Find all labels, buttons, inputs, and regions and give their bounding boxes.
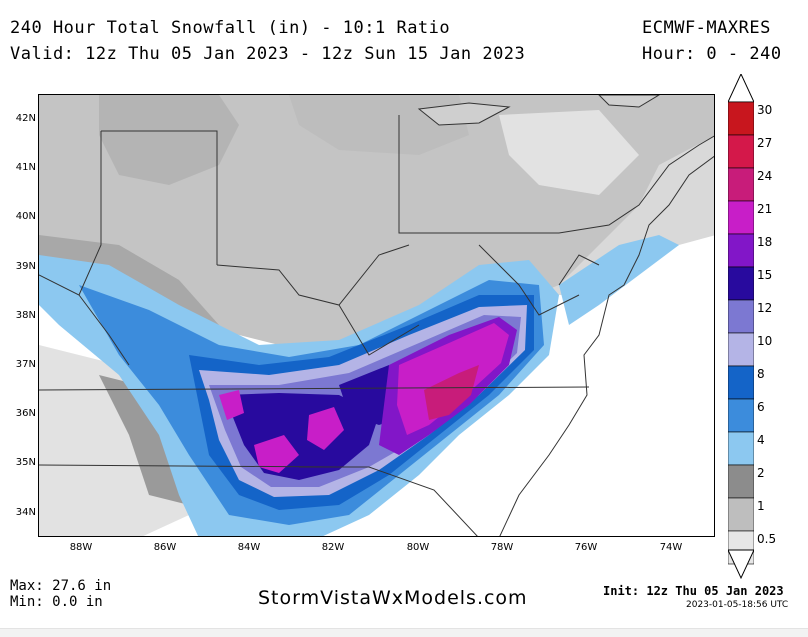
bottom-bar: [0, 628, 808, 637]
colorbar-swatch: [728, 233, 754, 268]
lat-label: 41N: [15, 162, 36, 173]
lat-label: 37N: [15, 359, 36, 370]
lon-label: 74W: [659, 542, 683, 553]
lat-label: 36N: [15, 408, 36, 419]
colorbar-label: 30: [757, 103, 773, 117]
colorbar-swatch: [728, 266, 754, 301]
state-borders: [39, 115, 714, 536]
forecast-hours: Hour: 0 - 240: [642, 44, 782, 64]
colorbar-swatch: [728, 200, 754, 235]
colorbar-top-arrow: [728, 74, 754, 103]
colorbar-label: 1: [757, 499, 765, 513]
init-time: Init: 12z Thu 05 Jan 2023: [603, 584, 784, 598]
lat-label: 39N: [15, 261, 36, 272]
title-line-2: Valid: 12z Thu 05 Jan 2023 - 12z Sun 15 …: [10, 44, 526, 64]
lat-label: 38N: [15, 310, 36, 321]
snowfall-map: [38, 94, 715, 537]
title-line-1: 240 Hour Total Snowfall (in) - 10:1 Rati…: [10, 18, 451, 38]
colorbar-label: 4: [757, 433, 765, 447]
model-name: ECMWF-MAXRES: [642, 18, 771, 38]
colorbar-label: 21: [757, 202, 773, 216]
colorbar-label: 0.5: [757, 532, 777, 546]
light-snow-region: [499, 110, 639, 195]
colorbar-label: 10: [757, 334, 773, 348]
colorbar-label: 8: [757, 367, 765, 381]
colorbar-label: 24: [757, 169, 773, 183]
colorbar-swatch: [728, 299, 754, 334]
colorbar: [728, 74, 754, 580]
colorbar-swatch: [728, 497, 754, 532]
lon-label: 76W: [574, 542, 598, 553]
colorbar-bottom-arrow: [728, 549, 754, 580]
colorbar-label: 18: [757, 235, 773, 249]
lat-label: 34N: [15, 507, 36, 518]
colorbar-swatch: [728, 365, 754, 400]
lon-label: 80W: [406, 542, 430, 553]
lat-label: 40N: [15, 211, 36, 222]
snow-band-4in: [559, 235, 679, 325]
snow-band-21in: [254, 435, 299, 473]
timestamp: 2023-01-05-18:56 UTC: [686, 600, 789, 610]
no-snow-region: [639, 265, 714, 394]
lon-label: 78W: [490, 542, 514, 553]
colorbar-swatch: [728, 101, 754, 136]
moderate-snow-region: [99, 95, 239, 185]
snow-band-24in: [424, 365, 479, 420]
great-lake: [598, 95, 660, 108]
colorbar-swatch: [728, 431, 754, 466]
great-lake: [417, 102, 511, 126]
colorbar-swatch: [728, 332, 754, 367]
coastline: [499, 155, 714, 536]
lon-label: 86W: [153, 542, 177, 553]
snow-band-21in: [219, 390, 244, 420]
lon-label: 84W: [237, 542, 261, 553]
colorbar-label: 12: [757, 301, 773, 315]
snowfall-map-graphic: [39, 95, 714, 536]
max-value: Max: 27.6 in: [10, 578, 112, 594]
snow-band-21in: [307, 407, 344, 450]
lat-label: 35N: [15, 457, 36, 468]
lon-label: 82W: [321, 542, 345, 553]
lat-label: 42N: [15, 113, 36, 124]
colorbar-swatch: [728, 398, 754, 433]
colorbar-swatch: [728, 167, 754, 202]
colorbar-swatch: [728, 464, 754, 499]
colorbar-label: 6: [757, 400, 765, 414]
colorbar-label: 2: [757, 466, 765, 480]
colorbar-swatch: [728, 134, 754, 169]
colorbar-label: 27: [757, 136, 773, 150]
site-name: StormVistaWxModels.com: [258, 587, 528, 609]
lon-label: 88W: [69, 542, 93, 553]
colorbar-label: 15: [757, 268, 773, 282]
min-value: Min: 0.0 in: [10, 594, 103, 610]
